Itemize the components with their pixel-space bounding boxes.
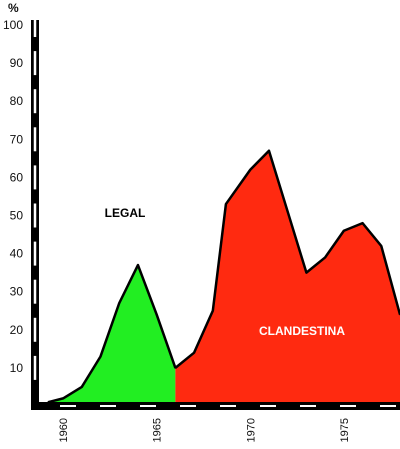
outline-legal	[47, 263, 177, 404]
y-tick-10: 10	[10, 361, 24, 375]
data-point-legal-1	[62, 397, 64, 400]
area-legal	[48, 265, 176, 406]
x-tick-1960: 1960	[58, 418, 70, 442]
y-tick-40: 40	[10, 247, 24, 261]
data-point-clandestina-11	[380, 245, 383, 247]
label-clandestina: CLANDESTINA	[259, 324, 345, 338]
label-legal: LEGAL	[105, 206, 146, 220]
data-point-clandestina-2	[212, 309, 214, 312]
y-tick-100: 100	[3, 18, 23, 32]
data-point-clandestina-0	[174, 367, 177, 369]
axis-dash-group	[33, 13, 396, 407]
y-tick-20: 20	[10, 323, 24, 337]
data-point-clandestina-1	[193, 351, 195, 354]
y-tick-70: 70	[10, 132, 24, 146]
data-point-clandestina-4	[249, 168, 252, 171]
data-point-legal-2	[80, 386, 83, 388]
y-tick-labels: 10 20 30 40 50 60 70 80 90 100	[3, 18, 23, 375]
data-point-clandestina-8	[324, 256, 326, 259]
y-tick-50: 50	[10, 209, 24, 223]
y-tick-90: 90	[10, 56, 24, 70]
x-tick-1970: 1970	[245, 418, 257, 442]
data-point-clandestina-10	[361, 222, 364, 224]
y-unit-label: %	[8, 1, 19, 15]
data-point-clandestina-3	[225, 203, 227, 205]
y-tick-60: 60	[10, 170, 24, 184]
data-point-legal-3	[99, 355, 102, 358]
series-labels: LEGAL CLANDESTINA	[105, 206, 346, 338]
area-clandestina	[175, 150, 400, 406]
x-tick-labels: 1960 1965 1970 1975	[58, 418, 351, 442]
y-tick-30: 30	[10, 285, 24, 299]
data-point-clandestina-9	[343, 229, 345, 232]
y-tick-80: 80	[10, 94, 24, 108]
data-point-legal-5	[137, 264, 139, 266]
data-point-clandestina-5	[268, 149, 270, 152]
x-tick-1965: 1965	[152, 418, 164, 442]
area-series-group	[47, 149, 400, 406]
x-tick-1975: 1975	[339, 418, 351, 442]
data-point-clandestina-7	[305, 271, 308, 274]
data-point-legal-4	[118, 302, 121, 304]
data-point-legal-6	[155, 313, 158, 316]
data-point-clandestina-6	[286, 210, 289, 213]
